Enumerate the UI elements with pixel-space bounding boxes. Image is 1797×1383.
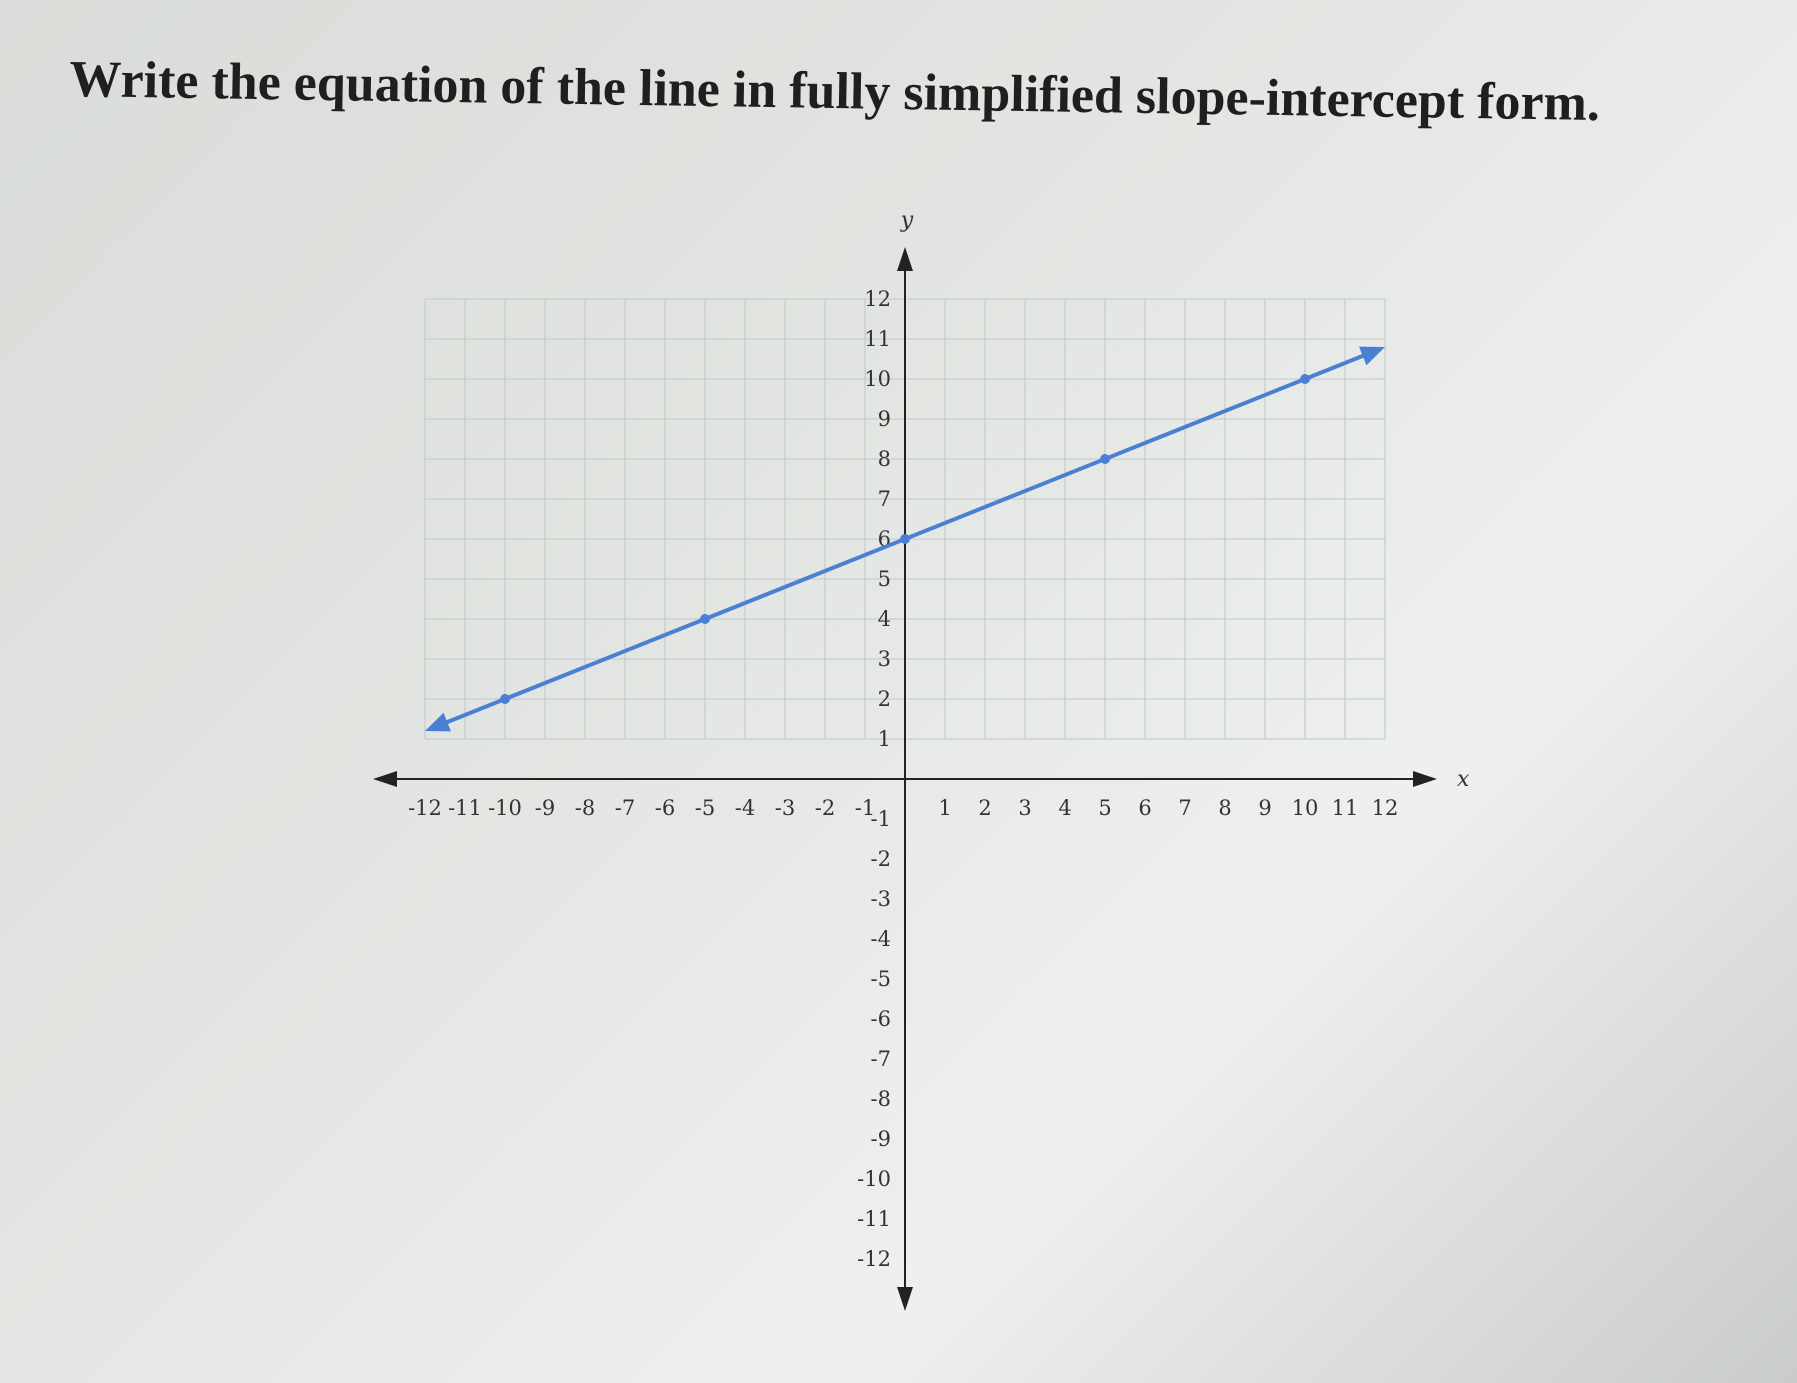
y-tick-label: 7 [878,487,891,511]
x-tick-label: 6 [1138,796,1151,820]
y-tick-label: 5 [878,567,891,591]
x-axis-arrow-left [373,771,397,787]
x-tick-label: 3 [1018,796,1031,820]
y-tick-label: -8 [871,1087,891,1111]
y-tick-label: 1 [878,727,891,751]
y-axis-arrow-down [897,1287,913,1311]
y-tick-label: -4 [871,927,891,951]
data-point [500,694,510,704]
y-axis-label: y [900,208,914,233]
y-tick-label: 10 [864,367,891,391]
line-arrow-right [1359,346,1385,366]
y-tick-label: -2 [871,847,891,871]
y-tick-label: -10 [857,1167,891,1191]
y-tick-label: -9 [871,1127,891,1151]
x-tick-label: 10 [1292,796,1319,820]
x-tick-label: -4 [735,796,755,820]
x-tick-label: 1 [938,796,951,820]
y-tick-label: 11 [864,327,891,351]
x-axis-label: x [1457,767,1470,792]
y-tick-label: -12 [857,1247,891,1271]
x-tick-label: -7 [615,796,635,820]
x-tick-label: -9 [535,796,555,820]
x-tick-label: 5 [1098,796,1111,820]
y-tick-label: -5 [871,967,891,991]
y-tick-label: -6 [871,1007,891,1031]
y-tick-label: -1 [871,807,891,831]
y-tick-label: 2 [878,687,891,711]
x-tick-label: -3 [775,796,795,820]
x-tick-label: 9 [1258,796,1271,820]
data-point [1300,374,1310,384]
data-point [700,614,710,624]
x-tick-label: 8 [1218,796,1231,820]
y-tick-label: 3 [878,647,891,671]
y-tick-label: 4 [878,607,891,631]
x-tick-label: 12 [1372,796,1399,820]
x-tick-label: 11 [1332,796,1359,820]
x-tick-label: -10 [488,796,522,820]
x-tick-label: -12 [408,796,442,820]
x-tick-label: -11 [448,796,482,820]
y-tick-label: -11 [857,1207,891,1231]
x-tick-label: -1 [855,796,875,820]
y-axis-arrow-up [897,247,913,271]
x-tick-label: 2 [978,796,991,820]
x-tick-label: 7 [1178,796,1191,820]
y-tick-label: -7 [871,1047,891,1071]
y-tick-label: 9 [878,407,891,431]
y-tick-label: 12 [864,287,891,311]
data-point [1100,454,1110,464]
x-tick-label: -6 [655,796,675,820]
data-point [900,534,910,544]
y-tick-label: 8 [878,447,891,471]
line-arrow-left [425,712,451,732]
x-axis-arrow-right [1413,771,1437,787]
x-tick-label: -8 [575,796,595,820]
x-tick-label: 4 [1058,796,1071,820]
y-tick-label: -3 [871,887,891,911]
x-tick-label: -2 [815,796,835,820]
x-tick-label: -5 [695,796,715,820]
